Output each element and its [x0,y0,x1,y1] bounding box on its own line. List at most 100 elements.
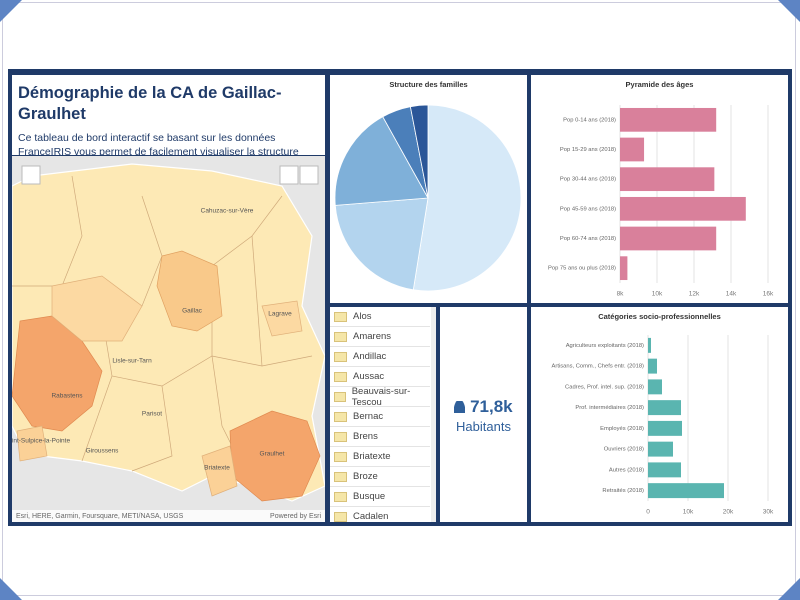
frame-corner [778,578,800,600]
bar [648,379,662,395]
x-tick-label: 10k [683,509,694,516]
list-item[interactable]: Broze [330,467,430,487]
list-item[interactable]: Cadalen [330,507,430,522]
bar [620,107,717,132]
x-tick-label: 10k [652,291,663,298]
list-item[interactable]: Andillac [330,347,430,367]
y-tick-label: Pop 15-29 ans (2018) [560,147,616,153]
map-powered-by[interactable]: Powered by Esri [270,513,321,520]
folder-icon [334,391,346,402]
list-item[interactable]: Amarens [330,327,430,347]
chart-title: Catégories socio-professionnelles [598,312,721,321]
indicator-value-row: 71,8k [440,397,527,417]
bar [648,420,682,436]
dashboard-title: Démographie de la CA de Gaillac-Graulhet [18,84,282,123]
map-label: Parisot [142,411,162,418]
list-item-label: Cadalen [353,511,389,522]
pie-slice [412,104,522,292]
list-panel: Alos Amarens Andillac Aussac Beauvais-sur-Te… [330,307,436,522]
list-item-label: Busque [353,491,386,502]
y-tick-label: Pop 0-14 ans (2018) [563,117,616,123]
chart-title: Structure des familles [389,80,467,89]
pie-slice [409,104,429,199]
bar [648,441,673,457]
layers-button[interactable] [299,165,319,185]
bar [648,337,651,353]
list-item[interactable]: Busque [330,487,430,507]
list-item-label: Amarens [353,331,392,342]
y-tick-label: Agriculteurs exploitants (2018) [566,343,644,349]
y-tick-label: Employés (2018) [600,426,644,432]
list-item[interactable]: Brens [330,427,430,447]
list-item-label: Briatexte [353,451,391,462]
folder-icon [334,471,347,482]
scrollbar[interactable] [431,307,436,522]
bar [648,400,681,416]
bar [620,226,717,251]
description: Ce tableau de bord interactif se basant … [18,132,299,155]
header-panel: Démographie de la CA de Gaillac-Graulhet… [12,75,325,155]
folder-icon [334,431,347,442]
frame-corner [778,0,800,22]
dashboard: Démographie de la CA de Gaillac-Graulhet… [8,69,792,526]
list-item-label: Brens [353,431,378,442]
indicator-panel: 71,8k Habitants [440,307,527,522]
y-tick-label: Pop 30-44 ans (2018) [560,177,616,183]
x-tick-label: 14k [726,291,737,298]
person-icon [454,401,466,413]
map-attribution: Esri, HERE, Garmin, Foursquare, METI/NAS… [16,513,184,520]
map-label: Briatexte [204,465,230,472]
x-tick-label: 16k [763,291,774,298]
x-tick-label: 8k [617,291,625,298]
y-tick-label: Cadres, Prof. intel. sup. (2018) [565,384,644,390]
frame-corner [0,578,22,600]
commune-list: Alos Amarens Andillac Aussac Beauvais-sur-Te… [330,307,430,522]
chart: Pyramide des âges 8k 10k 12k 14k 16k Pop 0-14 … [548,80,774,298]
chart: Structure des familles [334,80,522,292]
list-item-label: Aussac [353,371,385,382]
bar [620,137,645,162]
pie-panel: Structure des familles [330,75,527,303]
folder-icon [334,511,347,522]
csp-panel: Catégories socio-professionnelles 0 10k 20k… [531,307,788,522]
map-label: Cahuzac-sur-Vère [201,208,254,215]
list-item[interactable]: Alos [330,307,430,327]
map-button[interactable] [21,165,41,185]
frame-corner [0,0,22,22]
y-tick-label: Retraités (2018) [602,488,644,494]
x-tick-label: 30k [763,509,774,516]
map-panel[interactable]: Esri, HERE, Garmin, Foursquare, METI/NAS… [12,156,325,522]
y-tick-label: Ouvriers (2018) [604,447,644,453]
bar [620,167,715,192]
x-tick-label: 0 [646,509,650,516]
y-tick-label: Pop 60-74 ans (2018) [560,236,616,242]
y-tick-label: Pop 75 ans ou plus (2018) [548,266,616,272]
list-item[interactable]: Bernac [330,407,430,427]
map-label: Graulhet [260,451,285,458]
list-item-label: Beauvais-sur-Tescou [351,385,411,408]
bar [620,256,628,281]
list-item[interactable]: Briatexte [330,447,430,467]
search-button[interactable] [279,165,299,185]
bar [648,358,657,374]
indicator-value: 71,8k [470,397,513,416]
folder-icon [334,451,347,462]
map-label: Gaillac [182,308,203,315]
bar [620,196,746,221]
map[interactable]: Esri, HERE, Garmin, Foursquare, METI/NAS… [12,156,325,522]
list-item[interactable]: Aussac [330,367,430,387]
list-item-label: Alos [353,311,372,322]
age-panel: Pyramide des âges 8k 10k 12k 14k 16k Pop 0-14 … [531,75,788,303]
folder-icon [334,411,347,422]
x-tick-label: 12k [689,291,700,298]
map-label: Lagrave [268,311,292,318]
list-item[interactable]: Beauvais-sur-Tescou [330,385,430,408]
map-label: Saint-Sulpice-la-Pointe [12,438,70,445]
folder-icon [334,371,347,382]
list-item-label: Bernac [353,411,384,422]
folder-icon [334,331,347,342]
list-item-label: Broze [353,471,378,482]
bar [648,462,681,478]
map-label: Lisle-sur-Tarn [112,358,152,365]
list-item-label: Andillac [353,351,387,362]
